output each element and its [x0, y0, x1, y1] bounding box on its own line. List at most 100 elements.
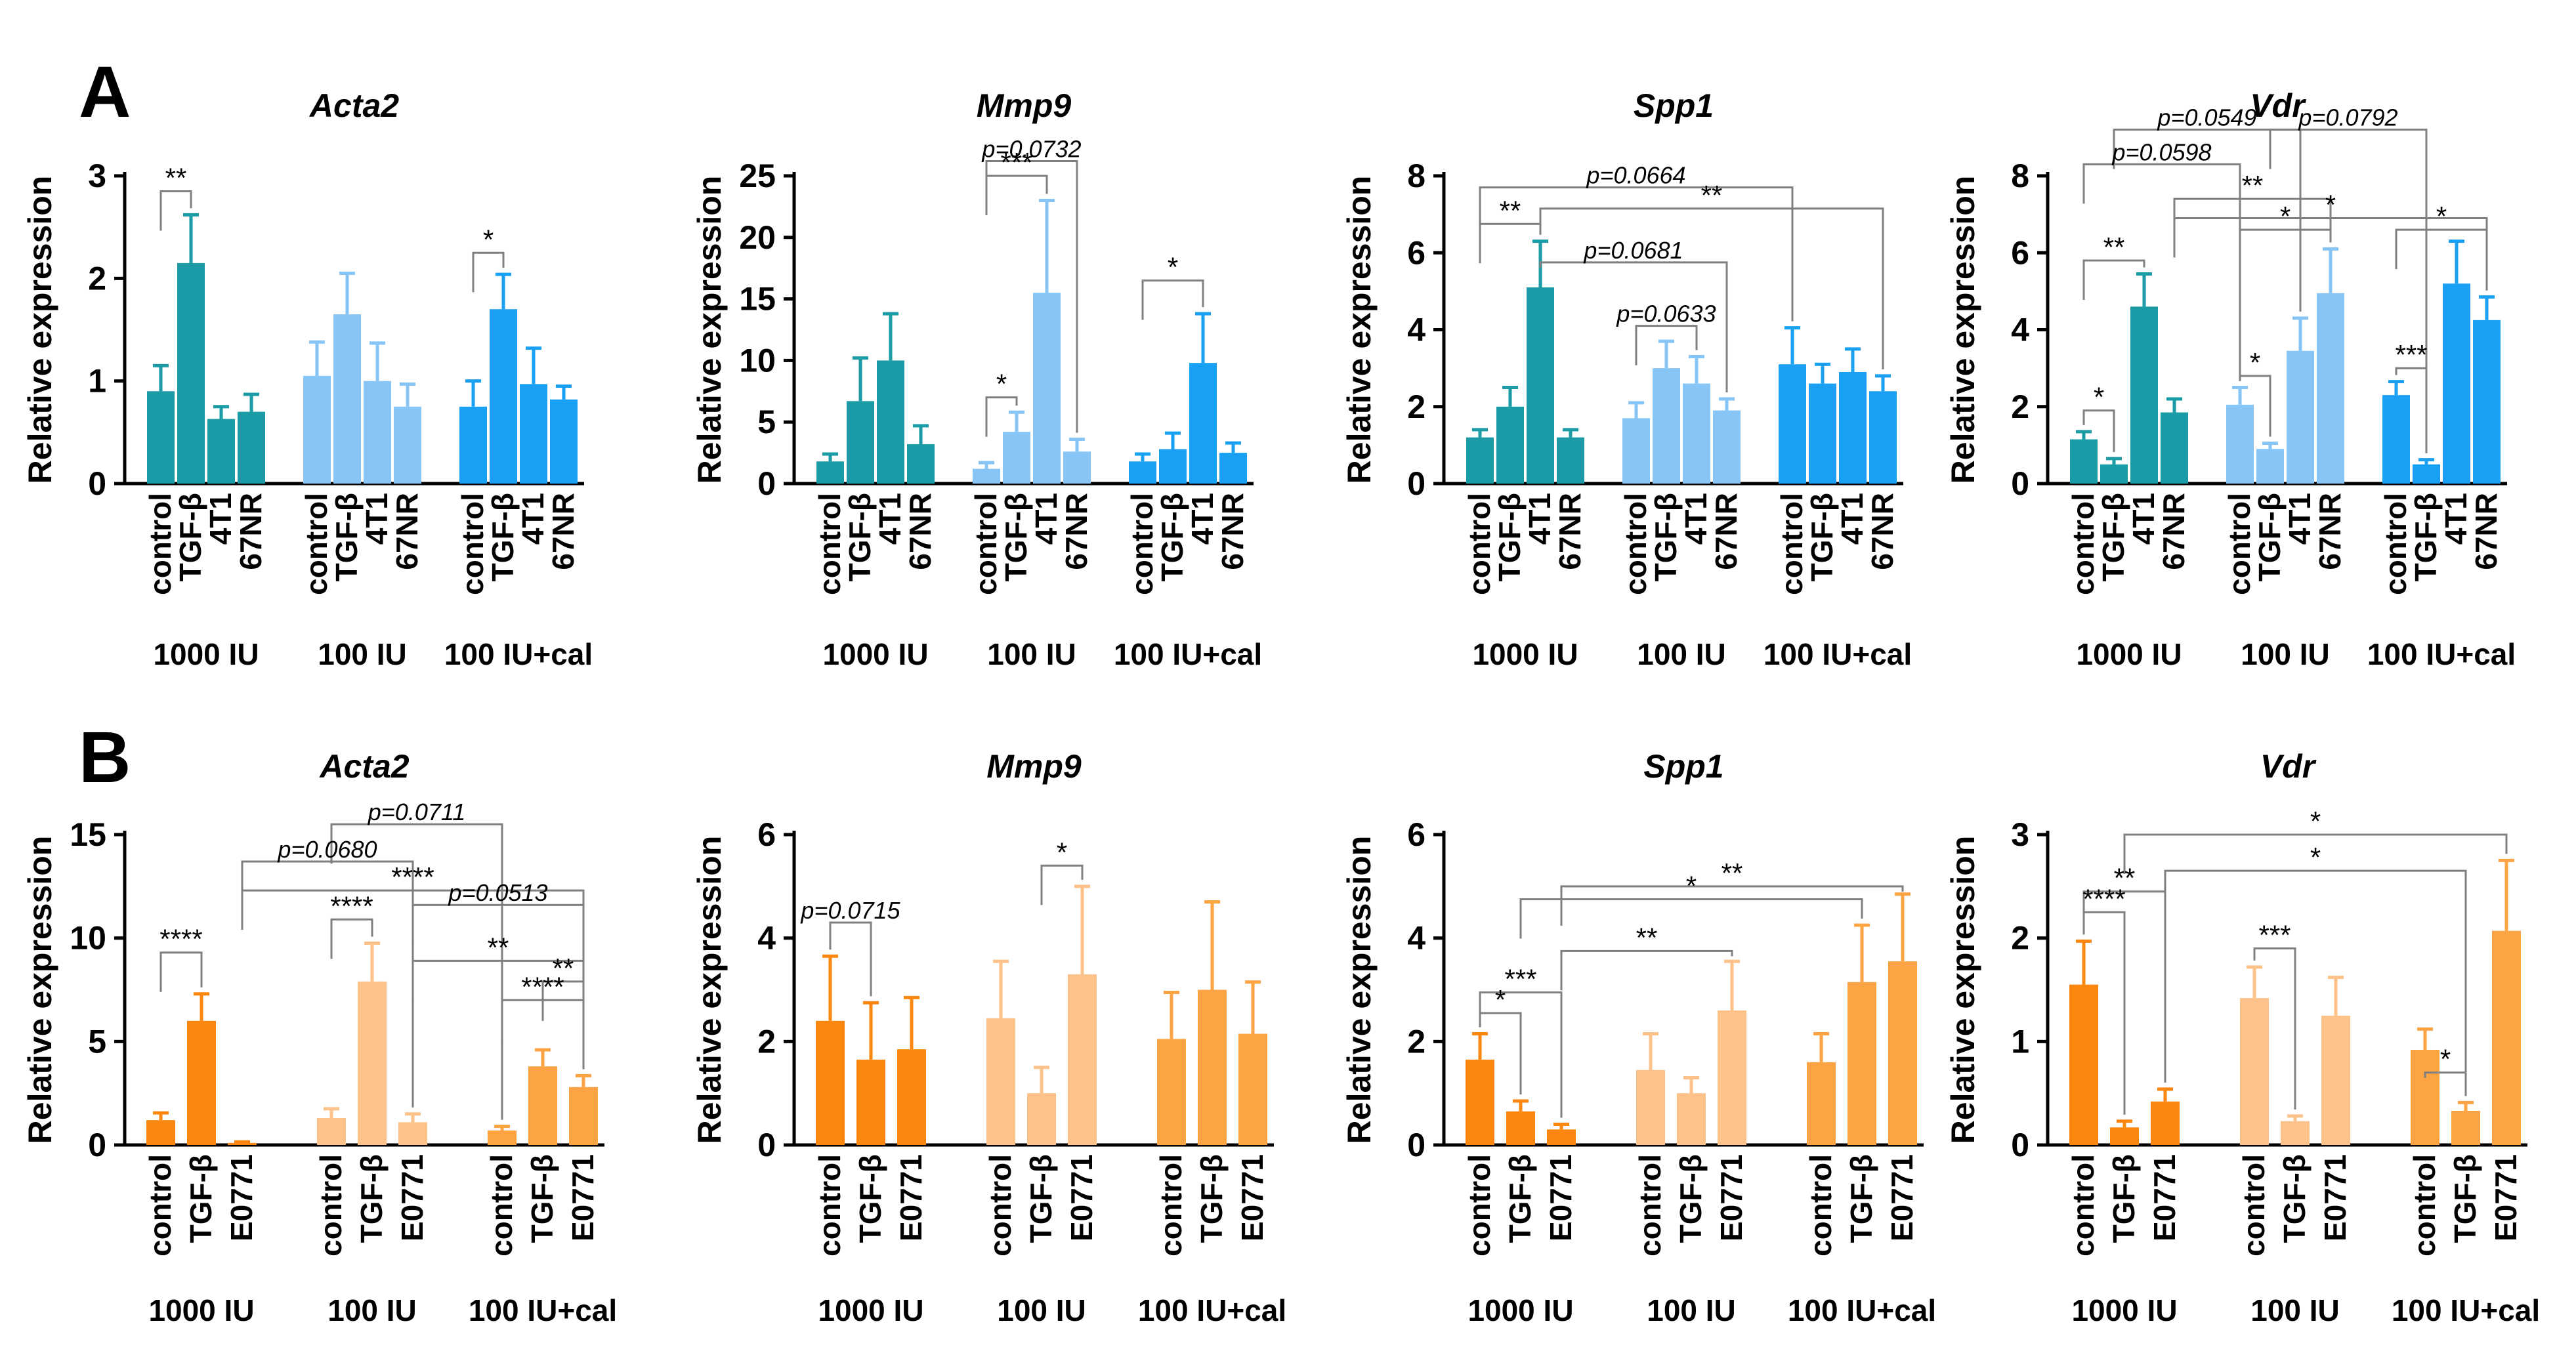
- a-mmp9-bar: [1003, 432, 1030, 484]
- a-acta2-bar: [394, 406, 421, 484]
- b-vdr-significance-label: *: [2440, 1044, 2451, 1075]
- b-mmp9-x-tick-label: TGF-β: [853, 1154, 887, 1243]
- a-spp1-bar: [1839, 371, 1867, 484]
- a-acta2-x-tick-label: control: [299, 493, 333, 595]
- a-mmp9-y-tick-label: 5: [757, 404, 776, 440]
- b-spp1-bar: [1677, 1093, 1706, 1145]
- a-vdr-x-tick-label: 67NR: [2313, 493, 2347, 570]
- b-acta2-x-tick-label: TGF-β: [184, 1154, 218, 1243]
- b-acta2-y-tick-label: 15: [70, 816, 106, 853]
- a-vdr-bar: [2317, 293, 2344, 484]
- a-mmp9-x-tick-label: control: [813, 493, 847, 595]
- b-vdr-y-tick-label: 1: [2011, 1023, 2029, 1060]
- b-vdr-bar: [2411, 1049, 2439, 1145]
- a-spp1-significance-bracket: [1479, 186, 1794, 322]
- a-mmp9-y-axis-label: Relative expression: [691, 176, 728, 484]
- a-vdr-significance-bracket: [2173, 197, 2332, 243]
- b-spp1-bar: [1547, 1129, 1576, 1145]
- b-vdr-bar: [2281, 1121, 2310, 1145]
- b-vdr-significance-bracket: [2424, 1071, 2467, 1096]
- b-vdr-significance-bracket: [2253, 947, 2296, 1110]
- b-spp1-x-tick-label: control: [1462, 1154, 1496, 1257]
- a-spp1-significance-label: p=0.0681: [1583, 237, 1683, 264]
- a-acta2-significance-label: **: [165, 162, 187, 193]
- a-acta2-bar: [147, 391, 175, 484]
- b-acta2-y-axis-label: Relative expression: [22, 836, 58, 1144]
- b-spp1-significance-bracket: [1560, 949, 1733, 991]
- a-acta2-bar: [177, 262, 205, 484]
- a-vdr-significance-bracket: [2395, 367, 2428, 453]
- b-acta2-significance-label: ****: [521, 971, 564, 1002]
- a-mmp9-bar: [1063, 451, 1091, 484]
- a-vdr-x-tick-label: control: [2222, 493, 2256, 595]
- a-mmp9-significance-bracket: [1141, 279, 1204, 320]
- a-spp1-bar: [1869, 391, 1897, 484]
- a-spp1-bar: [1496, 406, 1524, 484]
- b-spp1-y-tick-label: 6: [1407, 816, 1425, 853]
- a-vdr-y-tick-label: 8: [2011, 157, 2029, 194]
- a-acta2-x-tick-label: 67NR: [234, 493, 268, 570]
- a-acta2-significance-bracket: [472, 251, 505, 293]
- a-mmp9-x-tick-label: TGF-β: [843, 493, 877, 581]
- a-acta2-bar: [459, 406, 487, 484]
- a-vdr-title: Vdr: [2250, 87, 2306, 124]
- a-acta2-y-tick-label: 3: [88, 157, 106, 194]
- a-spp1-y-tick-label: 6: [1407, 234, 1425, 271]
- a-mmp9-group-label: 1000 IU: [822, 637, 928, 671]
- b-spp1-bar: [1718, 1010, 1746, 1145]
- b-mmp9-x-tick-label: E0771: [1235, 1154, 1269, 1241]
- b-spp1-significance-label: ***: [1504, 963, 1536, 994]
- b-acta2-significance-label: ****: [159, 924, 202, 955]
- b-spp1-significance-label: *: [1686, 871, 1697, 902]
- a-acta2-significance-label: *: [483, 224, 494, 255]
- a-acta2-x-tick-label: TGF-β: [329, 493, 364, 581]
- b-spp1-bar: [1888, 961, 1917, 1145]
- b-acta2-significance-bracket: [330, 918, 373, 959]
- a-vdr-bar: [2100, 464, 2128, 484]
- b-spp1-bar: [1636, 1070, 1665, 1145]
- b-spp1-group-label: 100 IU+cal: [1788, 1293, 1936, 1327]
- b-spp1-group-label: 100 IU: [1647, 1293, 1736, 1327]
- a-mmp9-significance-label: p=0.0732: [981, 135, 1081, 162]
- b-vdr-significance-bracket: [2123, 833, 2508, 874]
- b-acta2-x-tick-label: TGF-β: [525, 1154, 559, 1243]
- b-acta2-bar: [398, 1122, 427, 1145]
- b-acta2-significance-label: p=0.0680: [277, 836, 377, 863]
- a-spp1-x-tick-label: control: [1775, 493, 1809, 595]
- a-acta2-x-tick-label: 4T1: [516, 493, 550, 545]
- a-acta2-x-tick-label: 4T1: [203, 493, 238, 545]
- b-acta2-x-tick-label: E0771: [224, 1154, 259, 1241]
- b-acta2-significance-bracket: [330, 823, 503, 1120]
- b-spp1-bar: [1506, 1111, 1535, 1145]
- a-spp1-x-tick-label: TGF-β: [1805, 493, 1839, 581]
- b-spp1-x-tick-label: TGF-β: [1674, 1154, 1708, 1243]
- a-spp1-title: Spp1: [1634, 87, 1714, 124]
- b-mmp9-x-tick-label: E0771: [894, 1154, 928, 1241]
- a-acta2-bar: [520, 384, 547, 484]
- a-spp1-x-tick-label: TGF-β: [1492, 493, 1527, 581]
- a-vdr-bar: [2287, 350, 2314, 484]
- a-spp1-significance-label: p=0.0664: [1586, 162, 1685, 189]
- b-spp1-y-tick-label: 4: [1407, 920, 1425, 957]
- a-spp1-x-tick-label: TGF-β: [1649, 493, 1683, 581]
- a-spp1-significance-bracket: [1539, 261, 1728, 393]
- b-spp1-bar: [1848, 982, 1876, 1145]
- a-vdr-x-tick-label: 67NR: [2157, 493, 2191, 570]
- a-vdr-significance-label: *: [2325, 189, 2336, 220]
- b-vdr-x-tick-label: TGF-β: [2277, 1154, 2312, 1243]
- a-vdr-significance-label: *: [2280, 201, 2291, 232]
- b-vdr-bar: [2151, 1101, 2180, 1145]
- b-spp1-significance-bracket: [1560, 885, 1904, 926]
- b-acta2-bar: [528, 1066, 557, 1145]
- a-vdr-bar: [2130, 306, 2158, 484]
- b-spp1-bar: [1466, 1059, 1494, 1145]
- a-spp1-y-axis-label: Relative expression: [1341, 176, 1378, 484]
- a-mmp9-bar: [1189, 363, 1217, 484]
- b-mmp9-group-label: 100 IU: [997, 1293, 1086, 1327]
- a-vdr-y-axis-label: Relative expression: [1945, 176, 1981, 484]
- a-spp1-bar: [1466, 437, 1494, 484]
- b-spp1-y-tick-label: 2: [1407, 1023, 1425, 1060]
- b-vdr-bar: [2321, 1015, 2350, 1145]
- a-spp1-significance-label: **: [1701, 180, 1723, 211]
- a-vdr-significance-label: **: [2242, 170, 2264, 201]
